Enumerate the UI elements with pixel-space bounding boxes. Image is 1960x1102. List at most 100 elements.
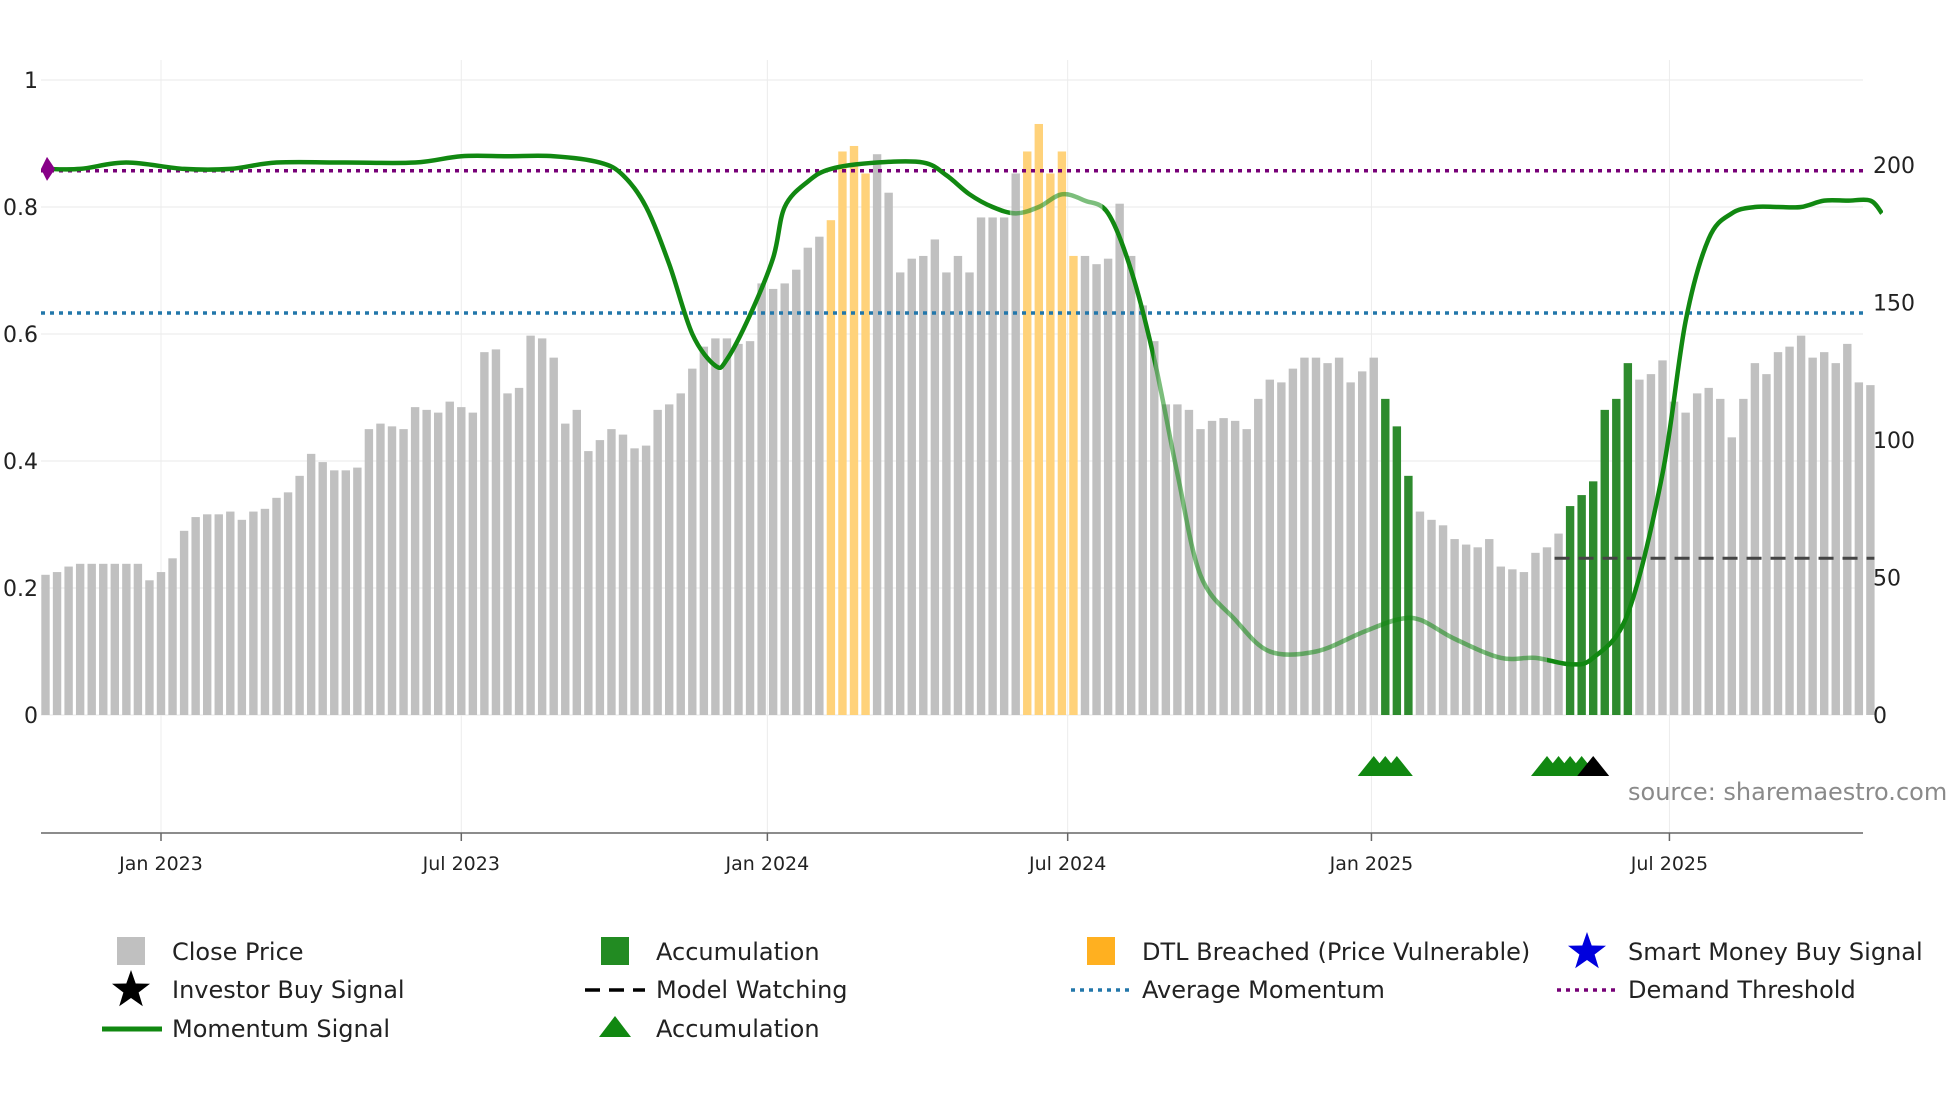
price-bar-grey — [607, 429, 616, 715]
price-bar-grey — [1519, 572, 1529, 715]
price-bar-grey — [999, 217, 1009, 715]
price-bar-grey — [988, 217, 997, 715]
price-bar-grey — [1207, 420, 1217, 715]
investor-buy-triangle-icon — [1577, 756, 1610, 776]
legend-smart-money-star-icon — [1568, 932, 1606, 969]
price-bar-grey — [919, 255, 928, 716]
left-tick-label: 0.8 — [3, 196, 38, 221]
signal-markers — [1357, 756, 1610, 776]
left-tick-label: 0.2 — [3, 577, 38, 602]
momentum-signal-line — [41, 153, 1883, 667]
price-bar-grey — [283, 492, 293, 715]
accumulation-triangle-icon — [1380, 756, 1413, 776]
price-bar-grey — [1265, 379, 1274, 715]
legend-close-price-swatch — [117, 937, 145, 965]
price-bar-grey — [514, 387, 524, 715]
price-bar-orange — [1023, 151, 1032, 715]
x-tick-label: Jul 2024 — [1028, 853, 1106, 875]
price-bar-grey — [1485, 539, 1494, 715]
price-bar-grey — [1277, 382, 1286, 715]
source-label: source: sharemaestro.com — [1628, 778, 1947, 806]
price-bar-orange — [838, 151, 847, 715]
grid-lines — [41, 60, 1863, 833]
price-bar-grey — [722, 338, 732, 715]
price-bar-grey — [884, 192, 893, 715]
price-bar-grey — [1115, 203, 1124, 715]
price-bar-grey — [665, 404, 674, 715]
price-bar-grey — [491, 349, 501, 715]
price-bar-green — [1589, 481, 1598, 715]
price-bar-grey — [1103, 258, 1113, 715]
price-bar-grey — [1323, 363, 1332, 715]
price-bar-grey — [1669, 401, 1679, 715]
legend: Close Price Investor Buy Signal Momentum… — [102, 932, 1923, 1043]
price-bar-grey — [434, 412, 443, 715]
price-bar-grey — [376, 423, 385, 715]
price-bar-grey — [976, 217, 986, 715]
price-bar-grey — [1646, 374, 1656, 715]
price-bar-grey — [1450, 539, 1459, 715]
price-bar-grey — [745, 341, 755, 715]
price-bar-grey — [641, 445, 651, 715]
price-bar-grey — [815, 236, 824, 716]
x-tick-label: Jul 2025 — [1630, 853, 1708, 875]
right-tick-label: 50 — [1873, 567, 1901, 592]
x-tick-label: Jan 2025 — [1329, 853, 1414, 875]
left-tick-label: 0.4 — [3, 450, 38, 475]
price-bar-grey — [1080, 255, 1090, 716]
price-bar-grey — [1785, 346, 1794, 715]
x-tick-label: Jul 2023 — [422, 853, 500, 875]
price-bar-grey — [711, 338, 720, 715]
momentum-line-faded — [1009, 153, 1548, 667]
price-bar-grey — [1311, 357, 1321, 715]
x-tick-label: Jan 2024 — [725, 853, 810, 875]
legend-investor-buy-star-icon — [112, 970, 150, 1007]
legend-smart-money-label: Smart Money Buy Signal — [1628, 938, 1923, 966]
price-bar-grey — [930, 239, 940, 715]
price-bar-grey — [1854, 382, 1864, 715]
price-bar-grey — [445, 401, 454, 715]
price-bar-green — [1565, 506, 1575, 715]
legend-momentum-label: Momentum Signal — [172, 1015, 390, 1043]
price-bar-grey — [699, 346, 709, 715]
price-bar-grey — [676, 393, 685, 715]
price-bar-grey — [457, 407, 466, 715]
price-bar-grey — [503, 393, 512, 715]
price-bar-grey — [1473, 547, 1482, 715]
price-bar-grey — [1796, 335, 1806, 715]
price-bar-grey — [422, 409, 431, 715]
price-bar-grey — [353, 467, 362, 715]
price-bar-grey — [526, 335, 535, 715]
price-bar-grey — [1092, 264, 1101, 715]
legend-close-price-label: Close Price — [172, 938, 304, 966]
price-bar-grey — [341, 470, 350, 715]
price-bar-grey — [330, 470, 339, 715]
price-bar-grey — [653, 409, 662, 715]
legend-model-watching-label: Model Watching — [656, 976, 848, 1004]
legend-accumulation-triangle-label: Accumulation — [656, 1015, 820, 1043]
price-bar-grey — [1843, 343, 1852, 715]
price-bar-grey — [1173, 404, 1182, 715]
price-bar-grey — [792, 269, 801, 715]
price-bar-grey — [1750, 363, 1760, 715]
price-bar-grey — [168, 558, 177, 715]
price-bar-grey — [595, 440, 605, 715]
price-bar-grey — [907, 258, 916, 715]
price-bar-grey — [1242, 429, 1251, 715]
price-bar-grey — [1727, 437, 1736, 715]
price-bar-grey — [561, 423, 570, 715]
price-bar-grey — [1716, 398, 1725, 715]
price-bar-grey — [1739, 398, 1748, 715]
price-bar-grey — [572, 409, 581, 715]
price-bar-grey — [41, 574, 50, 715]
price-bar-grey — [214, 514, 223, 715]
price-bar-grey — [1531, 552, 1540, 715]
price-bar-grey — [537, 338, 547, 715]
price-bar-grey — [156, 572, 166, 715]
price-bar-grey — [1820, 352, 1829, 715]
price-bar-grey — [122, 563, 131, 715]
price-bar-grey — [387, 426, 397, 715]
price-bar-grey — [272, 497, 281, 715]
price-bar-grey — [1138, 305, 1147, 715]
tick-labels: 0 0.2 0.4 0.6 0.8 1 0 50 100 150 200 Jan 2023 Jul 20… — [3, 69, 1915, 875]
